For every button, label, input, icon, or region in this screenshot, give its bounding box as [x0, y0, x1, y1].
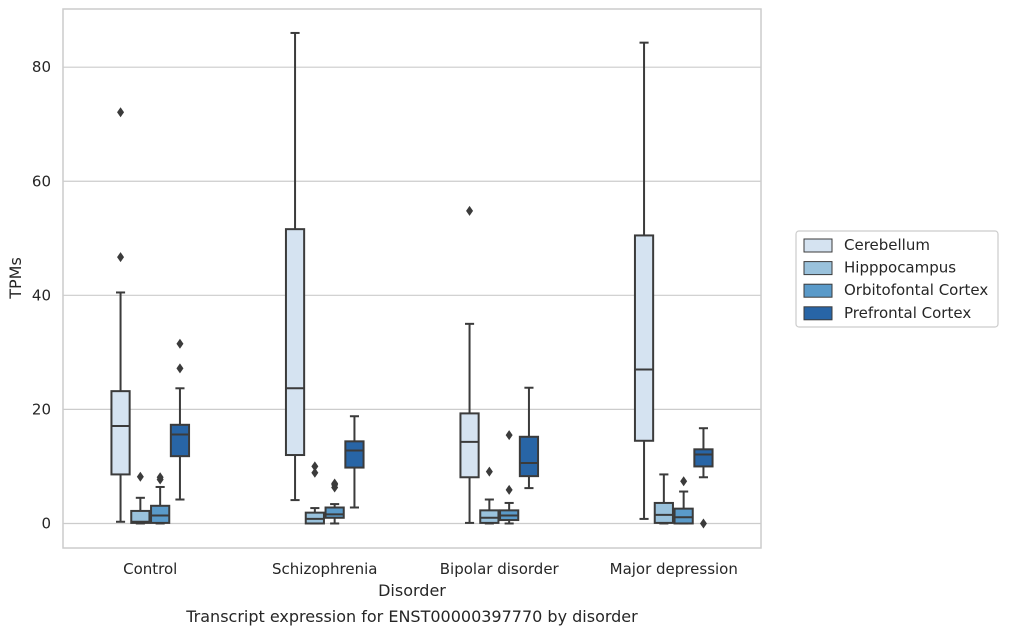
- box: [344, 415, 365, 509]
- legend-swatch: [803, 261, 833, 276]
- box: [459, 205, 480, 524]
- y-tick-label: 0: [41, 514, 51, 532]
- outlier-point: [176, 363, 184, 374]
- legend-frame: [795, 230, 999, 328]
- x-tick-label: Control: [123, 560, 177, 578]
- box-body: [284, 228, 306, 457]
- legend: Cerebellum Hipppocampus Orbitofontal Corte…: [795, 230, 999, 328]
- outlier-point: [156, 474, 164, 485]
- box-body: [479, 509, 500, 524]
- outlier-point: [176, 338, 184, 349]
- chart-caption: Transcript expression for ENST0000039777…: [185, 607, 638, 626]
- outlier-point: [466, 205, 474, 216]
- y-tick-label: 60: [32, 172, 51, 190]
- box-body: [130, 509, 151, 524]
- box: [150, 472, 171, 525]
- y-tick-label: 40: [32, 286, 51, 304]
- outlier-point: [117, 107, 125, 118]
- legend-label: Prefrontal Cortex: [844, 304, 971, 322]
- x-tick-label: Schizophrenia: [272, 560, 377, 578]
- outlier-point: [311, 467, 319, 478]
- outlier-point: [505, 484, 513, 495]
- box-body: [518, 435, 540, 478]
- box-plot-series: [110, 31, 714, 529]
- box: [110, 107, 131, 523]
- legend-label: Cerebellum: [844, 236, 930, 254]
- box-body: [693, 448, 714, 468]
- box-body: [653, 501, 674, 524]
- outlier-point: [117, 252, 125, 263]
- box-body: [633, 234, 655, 442]
- y-axis-label: TPMs: [6, 257, 25, 300]
- box-body: [150, 504, 171, 524]
- box: [324, 478, 345, 525]
- outlier-point: [680, 476, 688, 487]
- box: [653, 473, 674, 525]
- x-tick-label: Bipolar disorder: [440, 560, 560, 578]
- legend-swatch: [803, 306, 833, 321]
- box-body: [324, 506, 345, 519]
- legend-swatch: [803, 238, 833, 253]
- box-body: [344, 440, 365, 469]
- y-tick-label: 80: [32, 58, 51, 76]
- box-body: [673, 507, 694, 525]
- legend-label: Hipppocampus: [844, 259, 956, 277]
- x-tick-label: Major depression: [610, 560, 738, 578]
- box: [284, 31, 306, 502]
- box: [518, 386, 540, 490]
- box-body: [459, 412, 480, 479]
- box-body: [110, 390, 131, 476]
- y-tick-label: 20: [32, 400, 51, 418]
- box: [169, 338, 191, 501]
- box-body: [169, 423, 191, 458]
- y-axis-ticks: 0 20 40 60 80: [32, 58, 51, 532]
- outlier-point: [331, 482, 339, 493]
- outlier-point: [485, 466, 493, 477]
- x-axis-ticks: Control Schizophrenia Bipolar disorder Majo…: [123, 560, 738, 578]
- box: [673, 476, 694, 525]
- box: [499, 430, 520, 525]
- outlier-point: [505, 430, 513, 441]
- box: [130, 471, 151, 525]
- outlier-point: [311, 461, 319, 472]
- legend-swatch: [803, 283, 833, 298]
- box: [633, 41, 655, 520]
- box: [479, 466, 500, 525]
- outlier-point: [136, 471, 144, 482]
- legend-label: Orbitofontal Cortex: [844, 281, 988, 299]
- box: [304, 461, 325, 525]
- gridlines: [63, 66, 761, 525]
- box: [693, 427, 714, 529]
- x-axis-label: Disorder: [378, 581, 446, 600]
- plot-frame: [62, 8, 762, 549]
- outlier-point: [699, 518, 707, 529]
